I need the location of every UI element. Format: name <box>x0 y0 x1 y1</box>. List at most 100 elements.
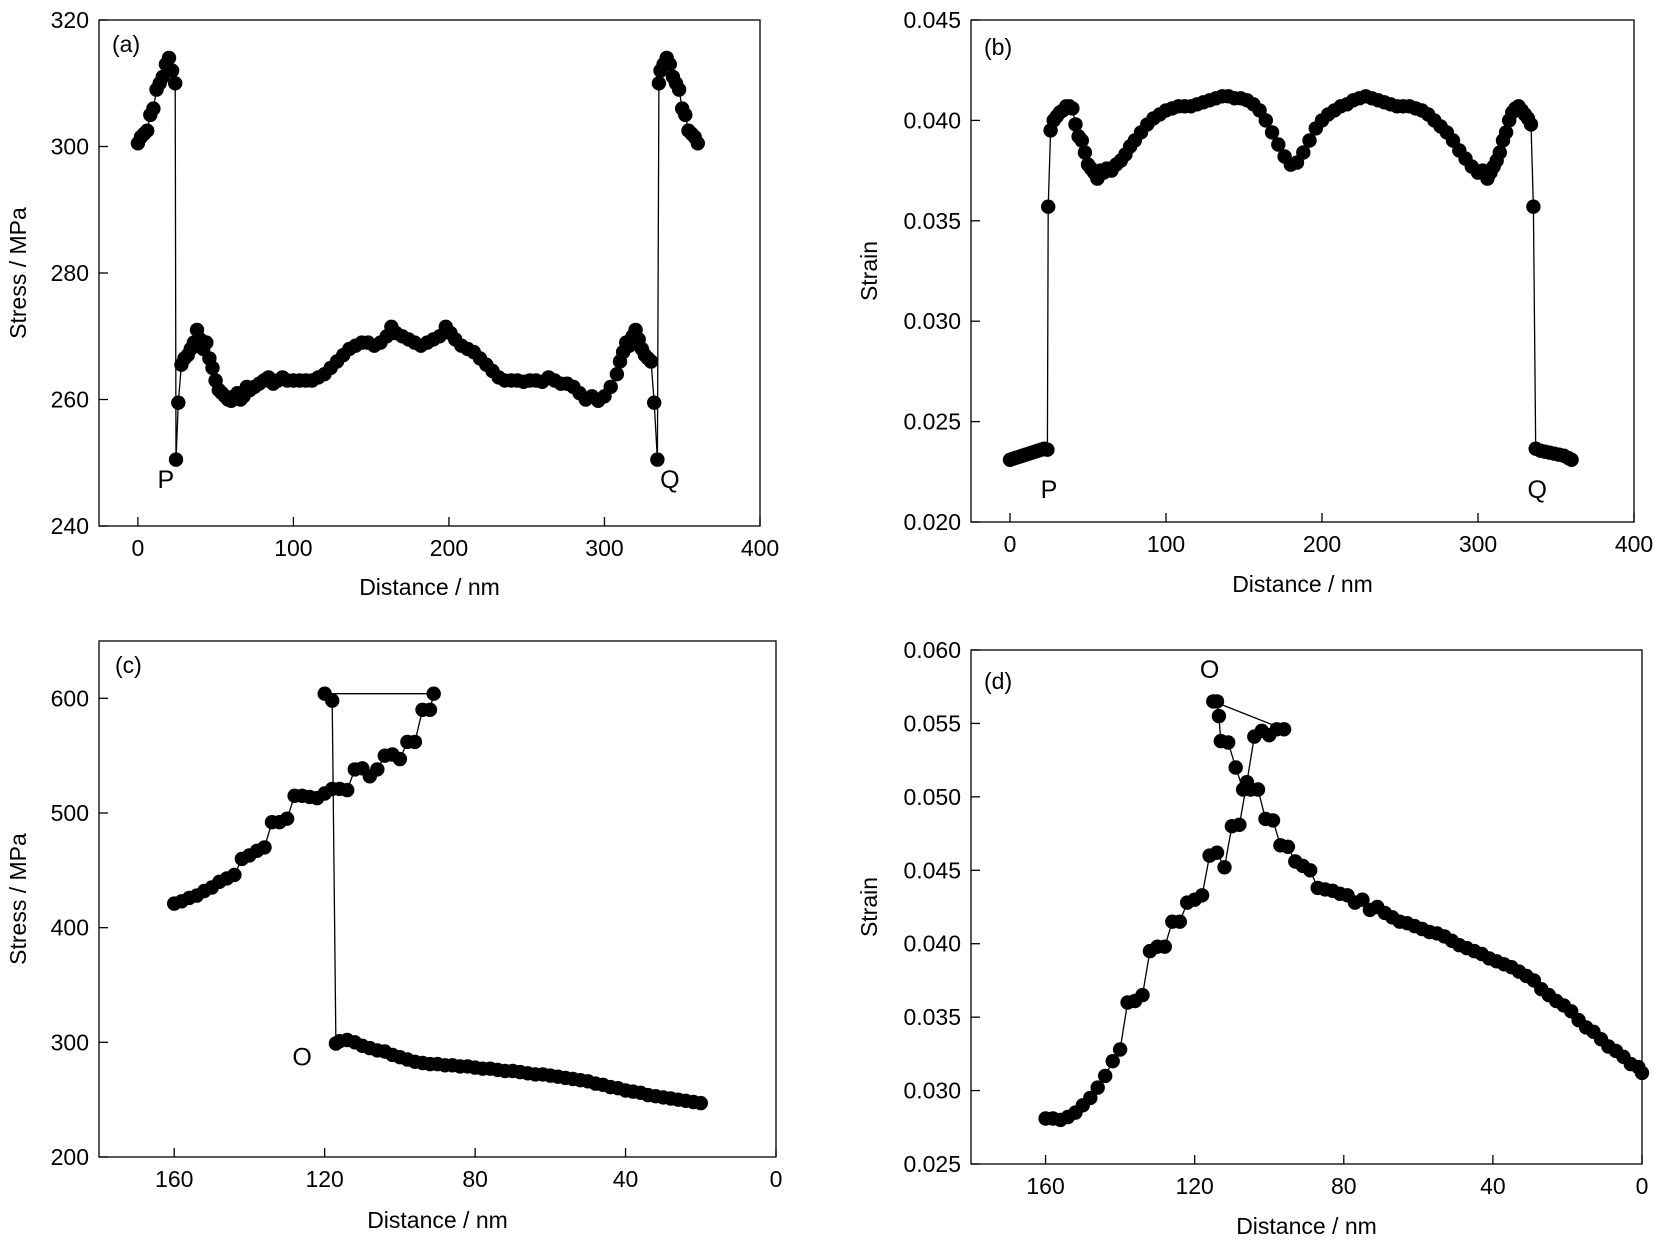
data-point <box>1498 125 1514 140</box>
data-point <box>1068 117 1083 132</box>
data-point <box>164 63 180 78</box>
data-point <box>205 360 220 376</box>
data-point <box>1564 452 1579 467</box>
panel-b: 0 100 200 300 400 0.020 0.025 0.030 0.035 0.040 0.… <box>856 7 1653 597</box>
data-point <box>340 782 355 798</box>
data-point <box>1303 863 1318 878</box>
data-point <box>671 82 687 97</box>
data-point <box>1074 133 1090 148</box>
data-point <box>650 452 665 467</box>
y-tick-label: 0.040 <box>903 107 961 133</box>
y-tick-label: 0.060 <box>903 637 961 663</box>
data-point <box>1276 722 1292 737</box>
x-tick-label: 120 <box>1175 1173 1213 1199</box>
panel-d: 160 120 80 40 0 0.025 0.030 0.035 0.040 0.045 0.05… <box>856 637 1650 1239</box>
data-point <box>1302 133 1317 148</box>
data-point <box>1492 145 1508 160</box>
y-axis-label: Strain <box>856 877 882 937</box>
data-point <box>1634 1065 1650 1081</box>
data-point <box>168 452 184 467</box>
data-point <box>603 379 618 395</box>
data-point <box>647 395 662 410</box>
plot-frame <box>98 19 761 527</box>
x-tick-label: 300 <box>1459 531 1497 557</box>
series-line <box>1045 700 1643 1121</box>
y-axis-label: Stress / MPa <box>5 207 31 339</box>
x-tick-label: 100 <box>274 535 312 561</box>
plot-frame <box>970 19 1635 523</box>
x-axis-label: Distance / nm <box>359 574 500 600</box>
plot-frame <box>970 649 1643 1165</box>
data-point <box>1526 199 1541 214</box>
x-tick-label: 160 <box>1026 1173 1064 1199</box>
y-tick-label: 0.025 <box>903 1151 961 1177</box>
data-point <box>1194 888 1210 903</box>
y-tick-label: 0.040 <box>903 931 961 957</box>
data-point <box>1221 735 1236 750</box>
data-point <box>370 762 385 777</box>
data-point <box>168 76 183 91</box>
x-tick-label: 100 <box>1147 531 1185 557</box>
x-tick-label: 80 <box>1331 1173 1357 1199</box>
y-tick-label: 0.045 <box>903 7 961 33</box>
x-tick-label: 200 <box>1303 531 1341 557</box>
data-point <box>407 734 423 750</box>
data-point <box>1157 939 1173 954</box>
data-point <box>1264 125 1280 140</box>
y-tick-label: 260 <box>51 387 89 413</box>
data-point <box>140 123 155 138</box>
data-point <box>426 686 441 701</box>
data-point <box>199 335 214 350</box>
data-point <box>1296 145 1311 160</box>
y-tick-label: 500 <box>51 800 89 826</box>
x-tick-label: 0 <box>1004 531 1017 557</box>
y-tick-label: 400 <box>51 915 89 941</box>
x-tick-label: 80 <box>462 1166 488 1192</box>
point-annotation: P <box>158 466 175 494</box>
data-point <box>227 867 242 883</box>
x-tick-label: 160 <box>155 1166 193 1192</box>
y-tick-label: 0.035 <box>903 208 961 234</box>
y-tick-label: 0.045 <box>903 857 961 883</box>
x-tick-label: 40 <box>613 1166 639 1192</box>
x-tick-label: 0 <box>131 535 144 561</box>
data-point <box>609 367 625 382</box>
data-point <box>1258 113 1274 128</box>
panel-tag: (a) <box>112 31 140 57</box>
x-axis-label: Distance / nm <box>367 1207 508 1233</box>
data-point <box>643 354 659 369</box>
data-point <box>1209 694 1225 709</box>
y-axis-label: Stress / MPa <box>5 833 31 965</box>
data-point <box>1112 1042 1128 1057</box>
point-annotation: Q <box>1528 476 1547 504</box>
data-point <box>1065 101 1080 116</box>
y-tick-label: 300 <box>51 134 89 160</box>
data-point <box>146 101 161 116</box>
x-tick-label: 120 <box>305 1166 343 1192</box>
y-tick-label: 200 <box>51 1144 89 1170</box>
data-point <box>161 50 177 66</box>
data-point <box>325 693 340 708</box>
point-annotation: Q <box>660 466 679 494</box>
data-point <box>257 840 272 855</box>
data-point <box>1265 813 1281 828</box>
point-annotation: P <box>1041 476 1058 504</box>
panel-a: 0 100 200 300 400 240 260 280 300 320 Distance / n… <box>5 7 779 600</box>
plot-frame <box>98 640 777 1158</box>
y-axis-label: Strain <box>856 241 882 301</box>
y-tick-label: 0.035 <box>903 1004 961 1030</box>
panel-tag: (d) <box>984 668 1012 694</box>
panel-tag: (b) <box>984 34 1012 60</box>
data-point <box>662 57 677 72</box>
data-point <box>1232 817 1247 832</box>
data-point <box>279 811 295 826</box>
y-tick-label: 0.025 <box>903 409 961 435</box>
data-point <box>1271 137 1286 152</box>
data-point <box>651 76 667 91</box>
data-point <box>1355 892 1370 907</box>
data-point <box>171 395 186 410</box>
x-tick-label: 300 <box>585 535 623 561</box>
data-point <box>678 107 693 123</box>
